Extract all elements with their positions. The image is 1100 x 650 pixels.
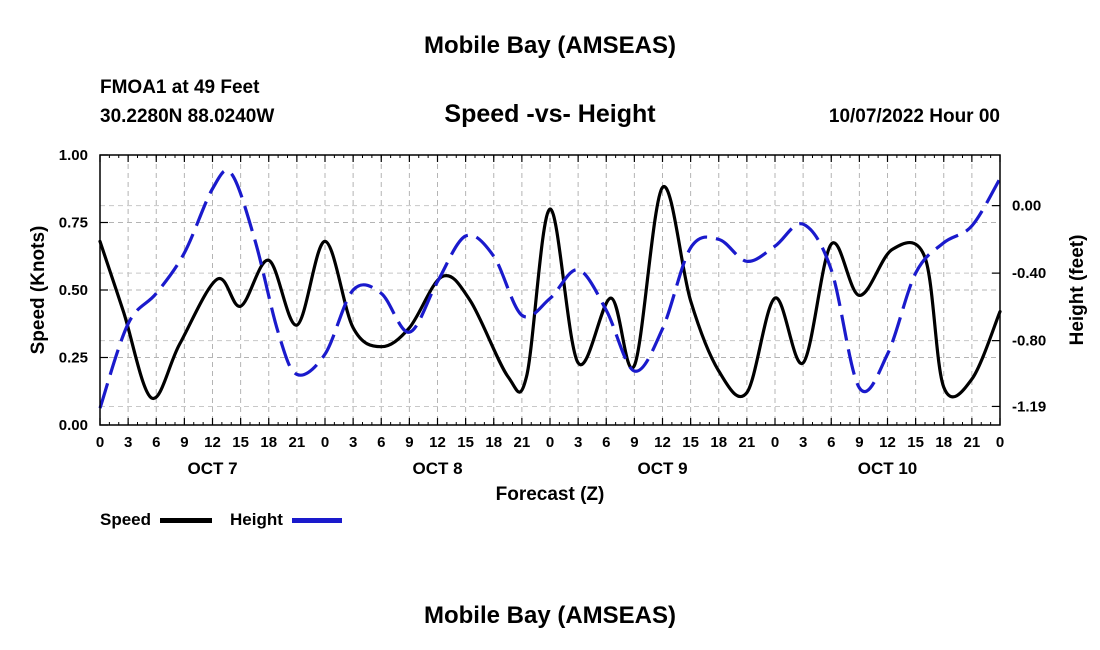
x-tick-label: 0 — [96, 434, 104, 451]
y-right-tick-label: -1.19 — [1012, 398, 1046, 415]
day-label: OCT 7 — [187, 459, 237, 478]
day-label: OCT 10 — [858, 459, 918, 478]
x-tick-label: 21 — [514, 434, 531, 451]
x-tick-label: 12 — [879, 434, 896, 451]
series-line-height — [98, 168, 1002, 409]
bottom-title: Mobile Bay (AMSEAS) — [423, 602, 677, 629]
x-axis-label: Forecast (Z) — [496, 484, 605, 505]
legend-height-label: Height — [230, 510, 283, 529]
axis-ticks: 0 3 6 9 12 15 18 21 0 3 6 9 12 15 18 21 0 3 6 9 12 15 18 21 0 3 6 9… — [59, 147, 1046, 478]
x-tick-label: 15 — [907, 434, 924, 451]
legend-speed-label: Speed — [100, 510, 152, 529]
y-left-tick-label: 0.50 — [59, 282, 88, 299]
x-tick-label: 3 — [349, 434, 357, 451]
x-tick-label: 3 — [799, 434, 807, 451]
x-tick-label: 9 — [180, 434, 188, 451]
forecast-date: 10/07/2022 Hour 00 — [828, 106, 1000, 127]
x-tick-label: 18 — [935, 434, 952, 451]
chart-title: Speed -vs- Height — [444, 100, 656, 128]
y-left-tick-label: 0.25 — [59, 350, 88, 367]
legend-height-swatch — [292, 518, 342, 523]
station-coords: 30.2280N 88.0240W — [100, 106, 275, 127]
top-title: Mobile Bay (AMSEAS) — [423, 32, 677, 59]
y-axis-right-label: Height (feet) — [1067, 235, 1088, 346]
x-tick-label: 18 — [260, 434, 277, 451]
x-tick-label: 3 — [124, 434, 132, 451]
x-tick-label: 9 — [855, 434, 863, 451]
x-tick-label: 21 — [739, 434, 756, 451]
series-lines — [98, 168, 1002, 409]
legend-speed-swatch — [160, 518, 212, 523]
y-left-tick-label: 1.00 — [59, 147, 88, 164]
y-right-tick-label: -0.80 — [1012, 333, 1046, 350]
x-tick-label: 21 — [289, 434, 306, 451]
x-tick-label: 0 — [771, 434, 779, 451]
series-line-speed — [98, 185, 1002, 400]
x-tick-label: 6 — [152, 434, 160, 451]
y-left-tick-label: 0.00 — [59, 417, 88, 434]
x-tick-label: 18 — [485, 434, 502, 451]
x-tick-label: 0 — [321, 434, 329, 451]
x-tick-label: 12 — [204, 434, 221, 451]
x-tick-label: 6 — [377, 434, 385, 451]
x-tick-label: 21 — [964, 434, 981, 451]
y-right-tick-label: 0.00 — [1012, 198, 1041, 215]
x-tick-label: 6 — [602, 434, 610, 451]
x-tick-label: 12 — [429, 434, 446, 451]
x-tick-label: 3 — [574, 434, 582, 451]
x-tick-label: 0 — [546, 434, 554, 451]
day-label: OCT 8 — [412, 459, 462, 478]
y-right-tick-label: -0.40 — [1012, 265, 1046, 282]
x-tick-label: 9 — [405, 434, 413, 451]
y-left-tick-label: 0.75 — [59, 215, 88, 232]
x-tick-label: 15 — [457, 434, 474, 451]
x-tick-label: 0 — [996, 434, 1004, 451]
x-tick-label: 9 — [630, 434, 638, 451]
day-label: OCT 9 — [637, 459, 687, 478]
x-tick-label: 12 — [654, 434, 671, 451]
y-axis-left-label: Speed (Knots) — [28, 226, 49, 355]
x-tick-label: 18 — [710, 434, 727, 451]
x-tick-label: 15 — [682, 434, 699, 451]
station-label: FMOA1 at 49 Feet — [100, 77, 260, 98]
x-tick-label: 6 — [827, 434, 835, 451]
x-tick-label: 15 — [232, 434, 249, 451]
